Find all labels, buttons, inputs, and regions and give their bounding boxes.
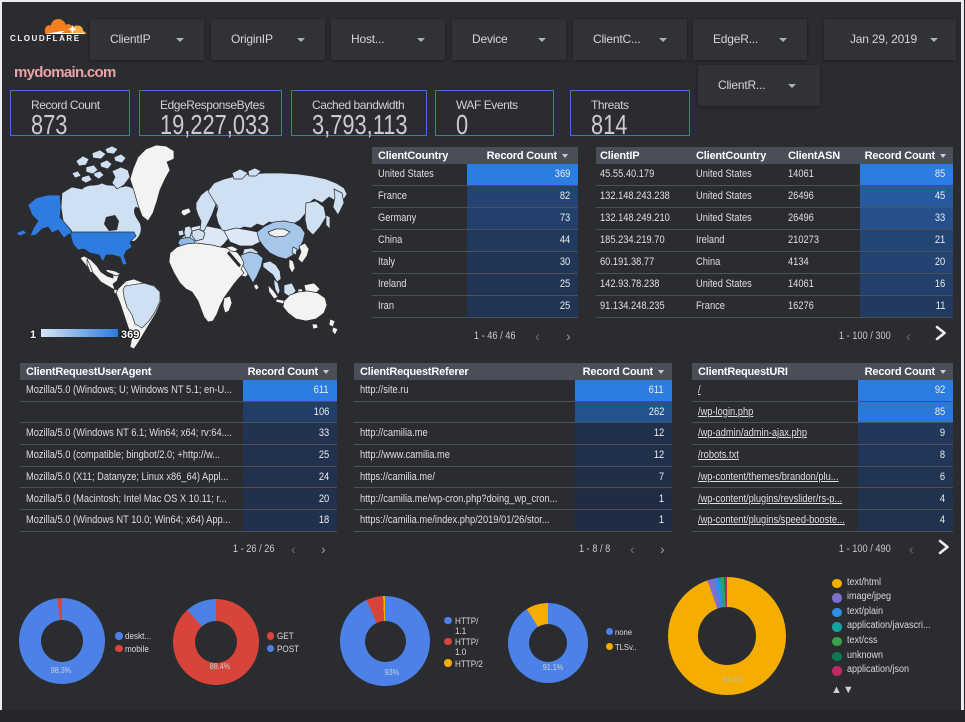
svg-text:1: 1 — [30, 329, 36, 341]
svg-text:369: 369 — [121, 329, 139, 341]
